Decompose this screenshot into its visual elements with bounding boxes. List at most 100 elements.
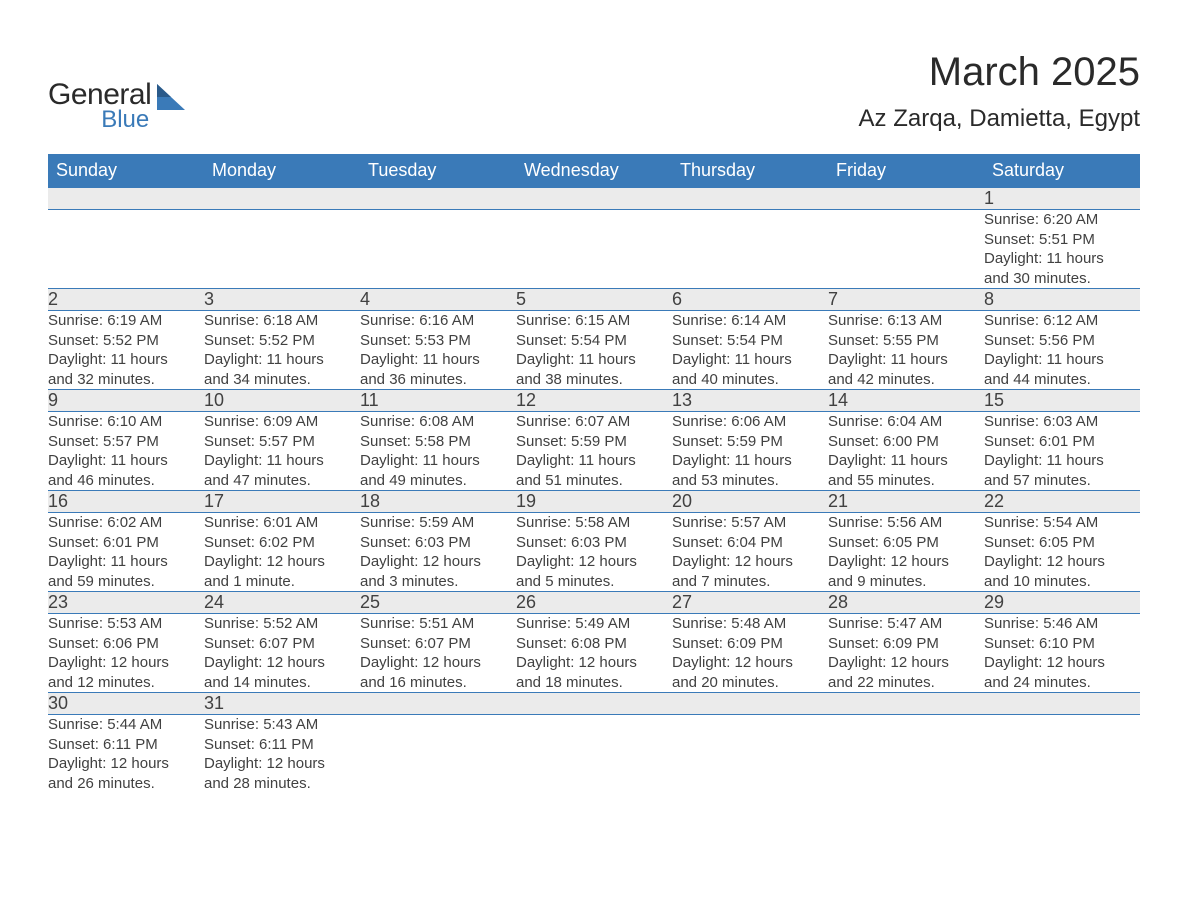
daylight-text: Daylight: 12 hours [516, 552, 672, 572]
day-number-cell: 21 [828, 491, 984, 513]
day-number-cell: 13 [672, 390, 828, 412]
daylight-text: and 9 minutes. [828, 572, 984, 592]
day-number-cell: 9 [48, 390, 204, 412]
day-detail-cell: Sunrise: 6:02 AMSunset: 6:01 PMDaylight:… [48, 513, 204, 592]
daylight-text: and 20 minutes. [672, 673, 828, 693]
sunrise-text: Sunrise: 6:04 AM [828, 412, 984, 432]
day-detail-cell: Sunrise: 6:08 AMSunset: 5:58 PMDaylight:… [360, 412, 516, 491]
daylight-text: Daylight: 12 hours [828, 653, 984, 673]
daylight-text: and 14 minutes. [204, 673, 360, 693]
day-detail-cell: Sunrise: 6:12 AMSunset: 5:56 PMDaylight:… [984, 311, 1140, 390]
day-number-cell: 24 [204, 592, 360, 614]
sunset-text: Sunset: 6:01 PM [984, 432, 1140, 452]
daylight-text: Daylight: 12 hours [360, 653, 516, 673]
day-number-cell [672, 693, 828, 715]
daylight-text: Daylight: 11 hours [48, 350, 204, 370]
sunset-text: Sunset: 6:11 PM [204, 735, 360, 755]
day-detail-cell: Sunrise: 5:59 AMSunset: 6:03 PMDaylight:… [360, 513, 516, 592]
weekday-header: Monday [204, 154, 360, 188]
day-number-cell: 20 [672, 491, 828, 513]
day-detail-cell [828, 210, 984, 289]
sunrise-text: Sunrise: 6:10 AM [48, 412, 204, 432]
day-number-cell: 18 [360, 491, 516, 513]
month-title: March 2025 [859, 50, 1140, 95]
daylight-text: Daylight: 11 hours [360, 350, 516, 370]
daylight-text: and 55 minutes. [828, 471, 984, 491]
daylight-text: and 12 minutes. [48, 673, 204, 693]
sunrise-text: Sunrise: 5:48 AM [672, 614, 828, 634]
day-detail-cell: Sunrise: 6:07 AMSunset: 5:59 PMDaylight:… [516, 412, 672, 491]
daylight-text: and 5 minutes. [516, 572, 672, 592]
day-detail-cell: Sunrise: 5:58 AMSunset: 6:03 PMDaylight:… [516, 513, 672, 592]
location-subtitle: Az Zarqa, Damietta, Egypt [859, 105, 1140, 133]
sunrise-text: Sunrise: 6:16 AM [360, 311, 516, 331]
day-number-cell [360, 693, 516, 715]
day-detail-cell [516, 210, 672, 289]
sunrise-text: Sunrise: 6:18 AM [204, 311, 360, 331]
sunrise-text: Sunrise: 6:02 AM [48, 513, 204, 533]
sunset-text: Sunset: 6:11 PM [48, 735, 204, 755]
day-detail-cell [48, 210, 204, 289]
sunset-text: Sunset: 5:59 PM [516, 432, 672, 452]
daylight-text: Daylight: 11 hours [672, 451, 828, 471]
day-detail-cell: Sunrise: 6:09 AMSunset: 5:57 PMDaylight:… [204, 412, 360, 491]
daylight-text: Daylight: 12 hours [48, 653, 204, 673]
sunset-text: Sunset: 6:08 PM [516, 634, 672, 654]
sunset-text: Sunset: 5:53 PM [360, 331, 516, 351]
day-number-cell: 22 [984, 491, 1140, 513]
day-number-cell: 17 [204, 491, 360, 513]
sunset-text: Sunset: 6:00 PM [828, 432, 984, 452]
daylight-text: and 36 minutes. [360, 370, 516, 390]
sunset-text: Sunset: 6:03 PM [360, 533, 516, 553]
sunrise-text: Sunrise: 5:47 AM [828, 614, 984, 634]
sunrise-text: Sunrise: 6:14 AM [672, 311, 828, 331]
sunrise-text: Sunrise: 6:15 AM [516, 311, 672, 331]
day-number-cell [984, 693, 1140, 715]
sunset-text: Sunset: 5:54 PM [516, 331, 672, 351]
day-detail-cell: Sunrise: 5:57 AMSunset: 6:04 PMDaylight:… [672, 513, 828, 592]
daylight-text: Daylight: 12 hours [360, 552, 516, 572]
logo-text: General Blue [48, 78, 151, 134]
sunset-text: Sunset: 6:03 PM [516, 533, 672, 553]
sunrise-text: Sunrise: 6:19 AM [48, 311, 204, 331]
daylight-text: Daylight: 12 hours [204, 552, 360, 572]
calendar-daynum-row: 16171819202122 [48, 491, 1140, 513]
daylight-text: and 59 minutes. [48, 572, 204, 592]
daylight-text: and 40 minutes. [672, 370, 828, 390]
day-number-cell: 23 [48, 592, 204, 614]
day-detail-cell: Sunrise: 5:49 AMSunset: 6:08 PMDaylight:… [516, 614, 672, 693]
sunset-text: Sunset: 6:01 PM [48, 533, 204, 553]
sunrise-text: Sunrise: 5:54 AM [984, 513, 1140, 533]
day-number-cell [360, 188, 516, 210]
calendar-detail-row: Sunrise: 5:44 AMSunset: 6:11 PMDaylight:… [48, 715, 1140, 794]
sunrise-text: Sunrise: 6:13 AM [828, 311, 984, 331]
day-number-cell: 12 [516, 390, 672, 412]
daylight-text: and 24 minutes. [984, 673, 1140, 693]
daylight-text: and 49 minutes. [360, 471, 516, 491]
day-number-cell [204, 188, 360, 210]
daylight-text: Daylight: 11 hours [984, 350, 1140, 370]
day-detail-cell [516, 715, 672, 794]
day-number-cell: 11 [360, 390, 516, 412]
day-detail-cell [672, 210, 828, 289]
daylight-text: and 57 minutes. [984, 471, 1140, 491]
day-detail-cell: Sunrise: 6:06 AMSunset: 5:59 PMDaylight:… [672, 412, 828, 491]
daylight-text: and 3 minutes. [360, 572, 516, 592]
day-number-cell [516, 188, 672, 210]
day-number-cell: 26 [516, 592, 672, 614]
calendar-table: SundayMondayTuesdayWednesdayThursdayFrid… [48, 154, 1140, 793]
daylight-text: and 32 minutes. [48, 370, 204, 390]
daylight-text: Daylight: 11 hours [360, 451, 516, 471]
daylight-text: and 47 minutes. [204, 471, 360, 491]
daylight-text: Daylight: 12 hours [204, 754, 360, 774]
daylight-text: and 16 minutes. [360, 673, 516, 693]
day-number-cell: 30 [48, 693, 204, 715]
sunrise-text: Sunrise: 6:12 AM [984, 311, 1140, 331]
daylight-text: Daylight: 11 hours [48, 552, 204, 572]
day-detail-cell: Sunrise: 5:52 AMSunset: 6:07 PMDaylight:… [204, 614, 360, 693]
day-detail-cell: Sunrise: 5:46 AMSunset: 6:10 PMDaylight:… [984, 614, 1140, 693]
sunset-text: Sunset: 5:54 PM [672, 331, 828, 351]
sunrise-text: Sunrise: 5:56 AM [828, 513, 984, 533]
day-detail-cell: Sunrise: 5:48 AMSunset: 6:09 PMDaylight:… [672, 614, 828, 693]
sunrise-text: Sunrise: 6:03 AM [984, 412, 1140, 432]
